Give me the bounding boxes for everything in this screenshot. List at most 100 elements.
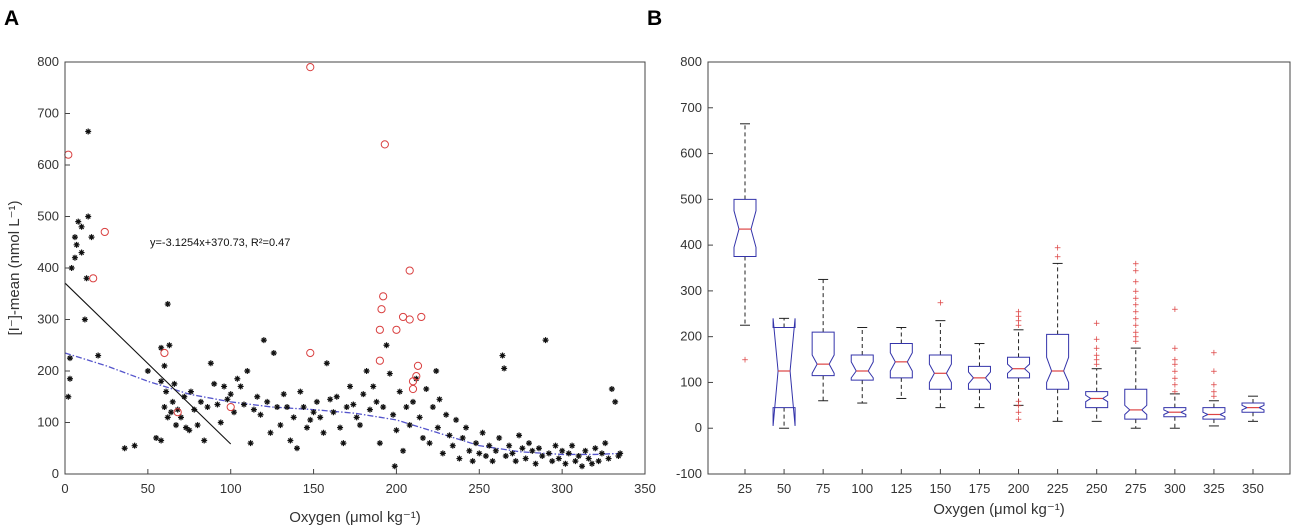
x-tick-label: 100 bbox=[220, 481, 242, 496]
data-point bbox=[144, 368, 151, 374]
data-point bbox=[343, 404, 350, 411]
outlier-point bbox=[380, 140, 389, 149]
data-point bbox=[153, 434, 160, 441]
data-point bbox=[277, 422, 284, 429]
outlier-marker: + bbox=[1132, 301, 1140, 311]
notched-box bbox=[850, 354, 874, 381]
data-point bbox=[486, 442, 493, 449]
data-point bbox=[595, 458, 602, 465]
data-point bbox=[340, 440, 347, 447]
outlier-point bbox=[398, 312, 408, 322]
data-point bbox=[254, 393, 261, 400]
data-point bbox=[194, 422, 201, 429]
data-point bbox=[519, 445, 526, 452]
x-tick-label: 175 bbox=[969, 481, 991, 496]
data-point bbox=[572, 458, 579, 465]
data-point bbox=[479, 429, 486, 436]
data-point bbox=[559, 447, 566, 454]
outlier-point bbox=[412, 372, 421, 381]
data-point bbox=[506, 442, 513, 449]
data-point bbox=[386, 370, 393, 377]
outlier-marker: + bbox=[1015, 415, 1023, 425]
outlier-marker: + bbox=[1093, 360, 1101, 370]
data-point bbox=[250, 406, 257, 413]
data-point bbox=[211, 380, 218, 387]
x-tick-label: 225 bbox=[1047, 481, 1069, 496]
outlier-marker: + bbox=[1132, 278, 1140, 288]
data-point bbox=[449, 442, 456, 449]
data-point bbox=[532, 460, 539, 467]
data-point bbox=[174, 406, 181, 413]
data-point bbox=[310, 409, 317, 416]
data-point bbox=[78, 223, 85, 230]
data-point bbox=[482, 452, 489, 459]
data-point bbox=[207, 360, 214, 367]
panel-b-boxes: ++++++++++++++++++++++++++++++++++++++++… bbox=[733, 123, 1265, 429]
outlier-marker: + bbox=[1132, 321, 1140, 331]
data-point bbox=[191, 406, 198, 413]
box-25: + bbox=[733, 123, 757, 366]
data-point bbox=[565, 450, 572, 457]
data-point bbox=[121, 445, 128, 452]
outlier-point bbox=[413, 361, 423, 370]
data-point bbox=[164, 414, 171, 421]
data-point bbox=[78, 249, 85, 256]
outlier-point bbox=[64, 150, 73, 159]
data-point bbox=[529, 447, 536, 454]
data-point bbox=[393, 427, 400, 434]
data-point bbox=[231, 409, 238, 416]
data-point bbox=[294, 445, 300, 452]
data-point bbox=[373, 398, 380, 405]
data-point bbox=[131, 442, 138, 449]
y-tick-label: 800 bbox=[37, 54, 59, 69]
data-point bbox=[66, 375, 73, 382]
data-point bbox=[429, 404, 436, 411]
data-point bbox=[161, 362, 168, 369]
outlier-point bbox=[306, 348, 315, 358]
outlier-marker: + bbox=[1132, 337, 1140, 347]
x-tick-label: 125 bbox=[890, 481, 912, 496]
panel-b-label: B bbox=[647, 7, 662, 30]
notched-box bbox=[811, 331, 835, 377]
data-point bbox=[71, 234, 78, 241]
x-tick-label: 150 bbox=[303, 481, 325, 496]
data-point bbox=[617, 450, 624, 457]
panel-a: A 0 50 100 150 200 250 300 350 0 100 200 300 400 500 6… bbox=[4, 7, 656, 526]
outlier-marker: + bbox=[1015, 317, 1023, 327]
outlier-point bbox=[226, 402, 235, 412]
y-tick-label: 300 bbox=[680, 283, 702, 298]
y-tick-label: 800 bbox=[680, 54, 702, 69]
outlier-point bbox=[408, 377, 418, 386]
data-point bbox=[370, 383, 377, 390]
data-point bbox=[303, 424, 310, 431]
x-tick-label: 200 bbox=[1008, 481, 1030, 496]
data-point bbox=[260, 337, 267, 344]
data-point bbox=[499, 352, 506, 359]
data-point bbox=[585, 455, 592, 462]
x-tick-label: 300 bbox=[551, 481, 573, 496]
panel-a-label: A bbox=[4, 7, 19, 30]
notched-box bbox=[1124, 388, 1148, 420]
data-point bbox=[406, 422, 413, 429]
notched-box bbox=[1046, 333, 1070, 390]
outlier-point bbox=[392, 325, 401, 334]
data-point bbox=[290, 414, 297, 421]
data-point bbox=[313, 398, 320, 405]
data-point bbox=[234, 375, 241, 382]
data-point bbox=[85, 213, 92, 220]
x-tick-label: 350 bbox=[1242, 481, 1264, 496]
data-point bbox=[88, 234, 95, 241]
y-tick-label: 200 bbox=[37, 363, 59, 378]
box-175 bbox=[967, 343, 991, 409]
data-point bbox=[187, 388, 194, 395]
outlier-marker: + bbox=[1132, 294, 1140, 304]
data-point bbox=[535, 445, 542, 452]
data-point bbox=[201, 437, 208, 444]
data-point bbox=[320, 429, 327, 436]
data-point bbox=[73, 241, 80, 248]
outlier-point bbox=[100, 227, 109, 237]
outlier-marker: + bbox=[1210, 392, 1218, 402]
notched-box bbox=[889, 343, 913, 379]
y-tick-label: 100 bbox=[37, 415, 59, 430]
